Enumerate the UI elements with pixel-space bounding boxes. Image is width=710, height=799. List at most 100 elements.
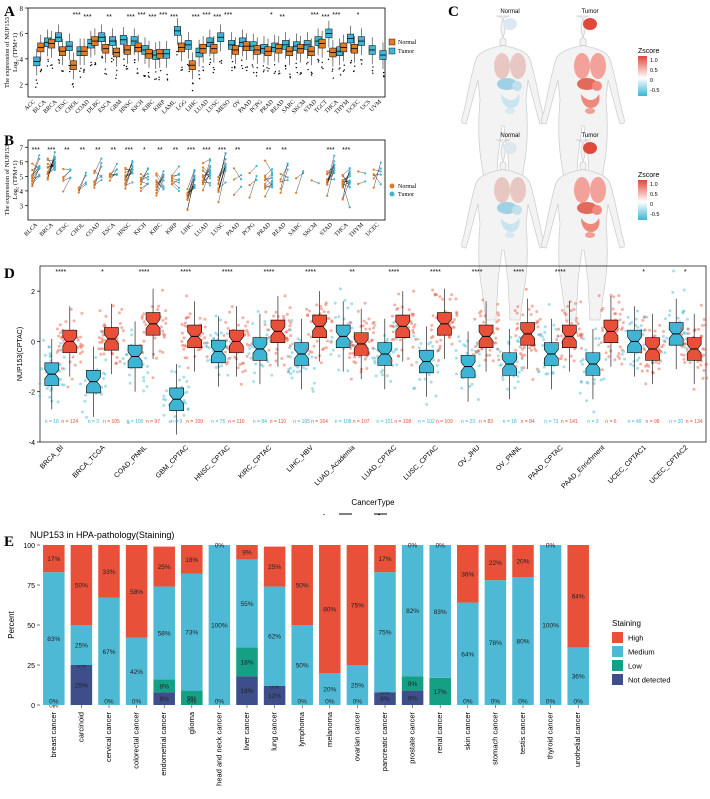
segment-label: 73% [185, 630, 198, 637]
pair-line [156, 173, 164, 181]
tumor-point [496, 327, 500, 331]
tumor-point [414, 337, 418, 341]
normal-point [259, 363, 263, 367]
tumor-point [146, 168, 150, 171]
normal-outlier [342, 70, 345, 72]
normal-point [48, 355, 52, 359]
normal-point [201, 169, 205, 172]
normal-point [201, 189, 205, 192]
tumor-point [285, 339, 289, 343]
normal-outlier [136, 68, 139, 70]
normal-point [357, 170, 360, 173]
legend-swatch [612, 674, 623, 685]
tumor-point [389, 358, 393, 362]
normal-point [516, 380, 520, 384]
normal-point [47, 345, 51, 349]
pair-line [187, 185, 195, 200]
tumor-point [379, 161, 382, 164]
normal-point [232, 167, 236, 170]
x-tick-label: head and neck cancer [214, 712, 223, 786]
x-tick-label: BRCA [39, 222, 55, 238]
bar-segment-medium [346, 665, 369, 705]
normal-point [266, 360, 270, 364]
tumor-point [579, 333, 583, 337]
normal-outlier [299, 73, 301, 75]
normal-point [417, 346, 421, 350]
bar-segment-high [236, 545, 258, 560]
normal-point [668, 309, 672, 313]
segment-label: 9% [408, 681, 418, 688]
pair-line [187, 178, 195, 211]
pair-line [373, 168, 381, 179]
pair-line [358, 181, 366, 185]
normal-point [520, 357, 524, 361]
normal-point [341, 186, 344, 189]
x-tick-label: UCEC_CPTAC1 [607, 444, 648, 485]
zero-label: 0% [491, 699, 501, 706]
tumor-point [208, 184, 212, 187]
segment-label: 83% [434, 609, 447, 616]
x-tick-label: skin cancer [463, 712, 472, 750]
normal-point [429, 340, 433, 344]
normal-point [537, 370, 541, 374]
significance-mark: *** [83, 14, 91, 21]
legend-colorbar [638, 56, 647, 96]
chart-title: NUP153 in HPA-pathology(Staining) [30, 530, 174, 540]
tumor-point [66, 385, 70, 389]
bar-segment-medium [181, 573, 203, 691]
tumor-outlier [253, 71, 255, 74]
tumor-point [270, 184, 274, 188]
tumor-point [411, 328, 415, 332]
normal-point [372, 173, 375, 176]
tumor-point [406, 356, 410, 360]
tumor-point [455, 310, 459, 314]
normal-point [418, 377, 422, 381]
normal-outlier [125, 68, 128, 70]
tumor-point [307, 332, 311, 336]
tumor-point [177, 172, 181, 175]
normal-outlier [331, 70, 333, 72]
tumor-point [497, 318, 501, 322]
normal-point [217, 190, 220, 193]
tumor-point [521, 347, 525, 351]
tumor-point [115, 337, 119, 341]
normal-outlier [321, 61, 323, 64]
normal-point [578, 391, 582, 395]
tumor-point [286, 354, 290, 358]
tumor-outlier [134, 59, 136, 61]
normal-point [337, 354, 341, 358]
tumor-point [286, 179, 289, 182]
normal-point [454, 356, 458, 360]
normal-point [263, 320, 267, 324]
pair-line [187, 187, 195, 193]
significance-mark: **** [222, 269, 233, 276]
normal-point [386, 337, 390, 341]
tumor-point [620, 326, 624, 330]
pair-line [327, 164, 335, 175]
normal-point [164, 398, 168, 402]
tumor-outlier [58, 58, 60, 61]
tumor-point [146, 178, 150, 181]
bladder-organ [585, 108, 595, 114]
tumor-point [688, 361, 692, 365]
normal-point [212, 337, 216, 341]
tumor-point [201, 331, 205, 335]
body-title: Tumor [581, 9, 598, 15]
tumor-point [224, 338, 228, 342]
tumor-point [389, 359, 393, 363]
normal-outlier [278, 73, 280, 75]
significance-mark: *** [73, 12, 81, 19]
normal-point [226, 373, 230, 377]
n-normal-label: n = 9 [171, 419, 182, 425]
zero-label: 0% [132, 699, 142, 706]
pair-line [218, 163, 226, 177]
normal-point [217, 179, 220, 182]
normal-point [46, 176, 49, 179]
normal-point [102, 371, 106, 375]
x-tick-label: PRAD [256, 222, 272, 238]
tumor-point [642, 315, 646, 319]
normal-point [170, 176, 174, 179]
normal-point [42, 338, 46, 342]
normal-point [381, 373, 385, 377]
legend-tick-label: -0.5 [650, 212, 659, 218]
